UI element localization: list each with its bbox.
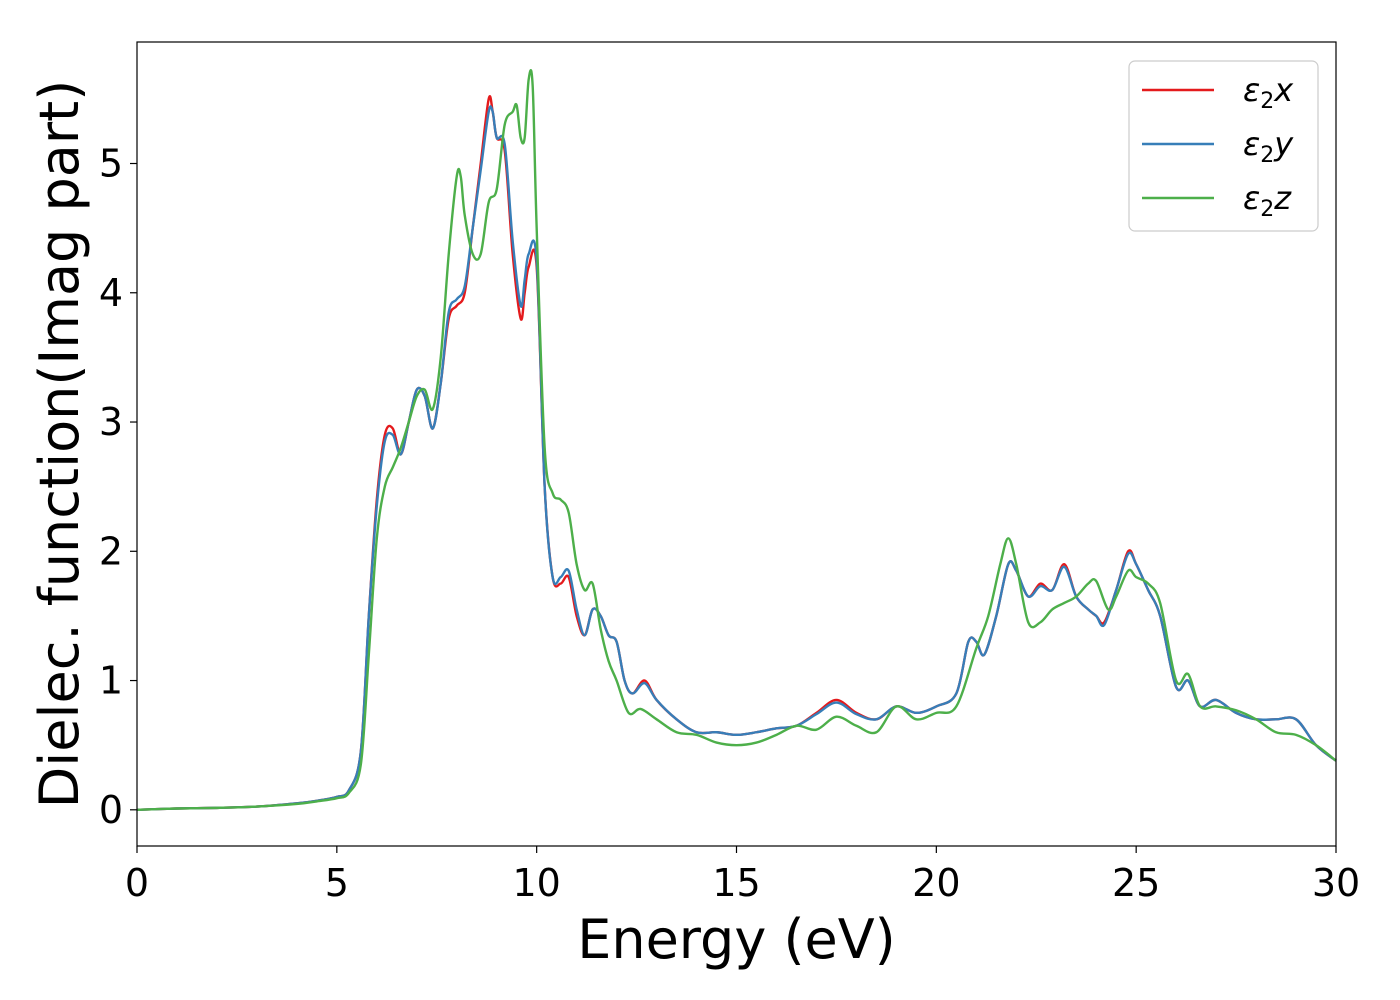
y-tick-label: 3 bbox=[99, 400, 123, 444]
x-tick-label: 20 bbox=[912, 861, 960, 905]
y-tick-label: 5 bbox=[99, 142, 123, 186]
y-tick-label: 1 bbox=[99, 659, 123, 703]
x-axis-ticks: 0 5 10 15 20 25 30 bbox=[125, 846, 1360, 905]
legend: ε2x ε2y ε2z bbox=[1128, 60, 1319, 232]
legend-entry-x: ε2x bbox=[1243, 71, 1294, 114]
x-tick-label: 0 bbox=[125, 861, 149, 905]
y-axis-ticks: 0 1 2 3 4 5 bbox=[99, 142, 137, 832]
legend-box bbox=[1128, 60, 1319, 232]
series-layer bbox=[136, 68, 1337, 812]
series-line-y bbox=[136, 105, 1337, 812]
y-tick-label: 0 bbox=[99, 788, 123, 832]
y-axis-label: Dielec. function(Imag part) bbox=[28, 80, 91, 809]
x-tick-label: 5 bbox=[325, 861, 349, 905]
series-line-z bbox=[136, 68, 1337, 812]
legend-entry-y: ε2y bbox=[1243, 125, 1294, 168]
y-tick-label: 4 bbox=[99, 271, 123, 315]
x-tick-label: 10 bbox=[512, 861, 560, 905]
x-tick-label: 25 bbox=[1112, 861, 1160, 905]
x-axis-label: Energy (eV) bbox=[577, 908, 896, 971]
x-tick-label: 15 bbox=[712, 861, 760, 905]
y-tick-label: 2 bbox=[99, 529, 123, 573]
legend-entry-z: ε2z bbox=[1243, 179, 1292, 222]
x-tick-label: 30 bbox=[1312, 861, 1360, 905]
